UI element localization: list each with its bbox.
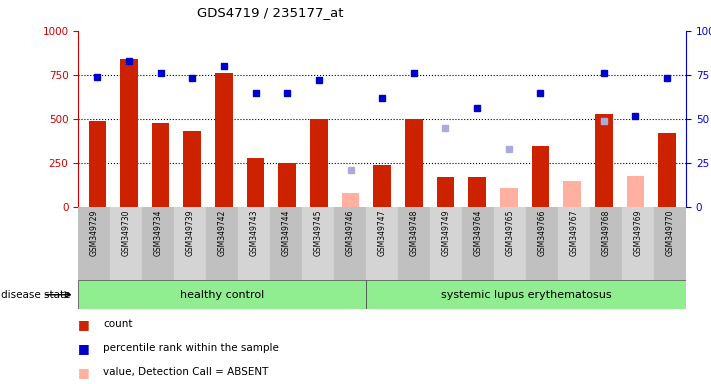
Text: GSM349765: GSM349765 — [506, 210, 515, 256]
Text: GSM349730: GSM349730 — [122, 210, 131, 256]
Text: GSM349729: GSM349729 — [90, 210, 99, 256]
Text: GSM349742: GSM349742 — [218, 210, 227, 256]
Bar — [563, 181, 581, 207]
Text: GSM349768: GSM349768 — [602, 210, 611, 256]
Bar — [206, 207, 238, 280]
Bar — [342, 193, 359, 207]
Bar — [526, 207, 558, 280]
Bar — [247, 158, 264, 207]
Text: GSM349743: GSM349743 — [250, 210, 259, 256]
Bar — [110, 207, 142, 280]
Text: GSM349770: GSM349770 — [665, 210, 675, 256]
Bar — [183, 131, 201, 207]
Bar — [78, 207, 110, 280]
Bar — [215, 73, 232, 207]
Bar — [494, 207, 526, 280]
Bar — [174, 207, 206, 280]
Bar — [590, 207, 622, 280]
Text: systemic lupus erythematosus: systemic lupus erythematosus — [441, 290, 611, 300]
Bar — [500, 188, 518, 207]
Bar — [462, 207, 494, 280]
Bar — [469, 177, 486, 207]
Bar — [310, 119, 328, 207]
Bar — [279, 163, 296, 207]
Text: GSM349748: GSM349748 — [410, 210, 419, 256]
Bar — [398, 207, 430, 280]
Bar — [654, 207, 686, 280]
Text: ■: ■ — [78, 318, 90, 331]
Text: GSM349767: GSM349767 — [570, 210, 579, 256]
Bar — [366, 280, 686, 309]
Text: GSM349745: GSM349745 — [314, 210, 323, 256]
Text: ■: ■ — [78, 366, 90, 379]
Bar — [373, 165, 391, 207]
Bar — [152, 122, 169, 207]
Bar — [437, 177, 454, 207]
Text: GSM349749: GSM349749 — [442, 210, 451, 256]
Bar — [334, 207, 366, 280]
Bar — [120, 59, 137, 207]
Bar — [270, 207, 302, 280]
Text: GSM349747: GSM349747 — [378, 210, 387, 256]
Bar — [366, 207, 398, 280]
Bar — [558, 207, 590, 280]
Text: GSM349744: GSM349744 — [282, 210, 291, 256]
Text: GSM349764: GSM349764 — [474, 210, 483, 256]
Text: healthy control: healthy control — [180, 290, 264, 300]
Bar — [78, 280, 366, 309]
Bar — [302, 207, 334, 280]
Bar — [88, 121, 106, 207]
Text: count: count — [103, 319, 132, 329]
Bar — [595, 114, 612, 207]
Bar — [622, 207, 654, 280]
Bar — [627, 177, 644, 207]
Text: GSM349734: GSM349734 — [154, 210, 163, 256]
Text: GSM349769: GSM349769 — [634, 210, 643, 256]
Bar — [405, 119, 422, 207]
Bar — [430, 207, 462, 280]
Bar — [142, 207, 174, 280]
Text: value, Detection Call = ABSENT: value, Detection Call = ABSENT — [103, 367, 269, 377]
Text: percentile rank within the sample: percentile rank within the sample — [103, 343, 279, 353]
Text: GSM349766: GSM349766 — [538, 210, 547, 256]
Text: disease state: disease state — [1, 290, 70, 300]
Text: GDS4719 / 235177_at: GDS4719 / 235177_at — [197, 6, 343, 19]
Bar — [658, 133, 676, 207]
Text: GSM349739: GSM349739 — [186, 210, 195, 256]
Bar — [532, 146, 549, 207]
Text: ■: ■ — [78, 342, 90, 355]
Text: GSM349746: GSM349746 — [346, 210, 355, 256]
Bar — [238, 207, 270, 280]
